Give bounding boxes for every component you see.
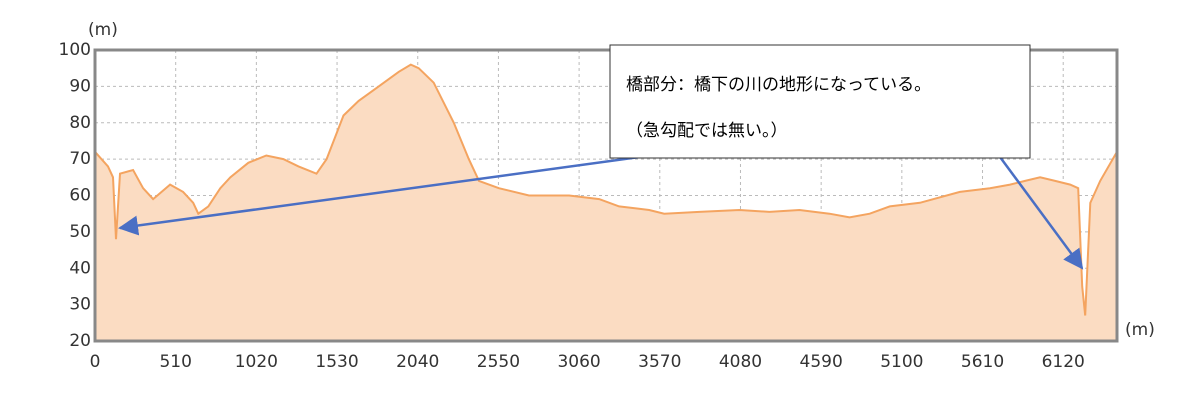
y-axis-label: (m) <box>88 20 118 40</box>
x-tick-label: 4080 <box>719 352 762 372</box>
annotation-text: （急勾配では無い。） <box>626 121 788 141</box>
x-tick-label: 510 <box>159 352 191 372</box>
y-tick-label: 40 <box>69 258 91 278</box>
y-tick-label: 100 <box>59 40 91 60</box>
x-tick-label: 3060 <box>557 352 600 372</box>
x-tick-label: 0 <box>90 352 101 372</box>
annotation-arrow <box>998 156 1084 270</box>
y-tick-label: 20 <box>69 331 91 351</box>
y-tick-label: 50 <box>69 222 91 242</box>
y-tick-label: 80 <box>69 113 91 133</box>
x-tick-label: 3570 <box>638 352 681 372</box>
plot-border <box>93 48 1119 343</box>
area-fill <box>95 64 1117 341</box>
x-tick-label: 6120 <box>1042 352 1085 372</box>
x-tick-label: 5610 <box>961 352 1004 372</box>
annotation-arrow <box>118 155 641 236</box>
x-tick-label: 1020 <box>235 352 278 372</box>
x-tick-label: 4590 <box>800 352 843 372</box>
annotation-box <box>609 44 1031 159</box>
x-tick-label: 2550 <box>477 352 520 372</box>
x-tick-label: 5100 <box>880 352 923 372</box>
x-axis-label: (m) <box>1125 320 1155 340</box>
y-tick-label: 30 <box>69 295 91 315</box>
y-tick-label: 90 <box>69 76 91 96</box>
y-tick-label: 60 <box>69 186 91 206</box>
elevation-line <box>94 63 1118 316</box>
annotation-text: 橋部分：橋下の川の地形になっている。 <box>626 75 931 95</box>
x-tick-label: 2040 <box>396 352 439 372</box>
x-tick-label: 1530 <box>315 352 358 372</box>
y-tick-label: 70 <box>69 149 91 169</box>
